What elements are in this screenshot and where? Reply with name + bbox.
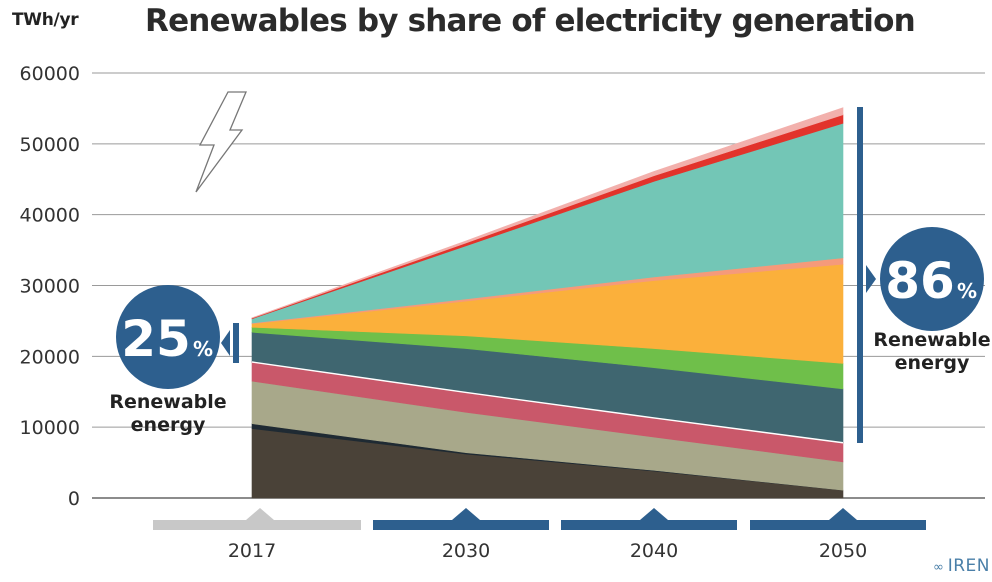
area-other_top	[251, 107, 844, 319]
callout-2050-circle	[880, 227, 984, 331]
x-tick-label: 2017	[228, 540, 276, 562]
year-marker-2040	[640, 508, 668, 520]
y-tick-label: 20000	[20, 346, 80, 368]
callout-2017-percent-sign: %	[193, 337, 213, 361]
y-tick-label: 0	[68, 488, 80, 510]
y-axis-unit-label: TWh/yr	[12, 10, 79, 30]
x-tick-label: 2040	[630, 540, 678, 562]
y-tick-label: 30000	[20, 276, 80, 298]
callout-2017-bracket	[233, 323, 239, 363]
callout-2050-label-line2: energy	[895, 352, 970, 374]
callout-2017: 25 % Renewable energy	[109, 285, 239, 436]
year-bar-2030	[373, 520, 549, 530]
y-axis-ticks: 0 10000 20000 30000 40000 50000 60000	[20, 63, 80, 510]
callout-2050-percent: 86	[885, 252, 955, 310]
year-bar-2050	[750, 520, 926, 530]
irena-logo: ∞ IREN	[933, 556, 990, 576]
callout-2017-percent: 25	[121, 310, 191, 368]
callout-2050-bracket	[857, 107, 863, 443]
callout-2017-label-line1: Renewable	[109, 391, 226, 413]
callout-2050: 86 % Renewable energy	[857, 107, 991, 443]
stacked-areas	[251, 107, 844, 499]
year-bar-2017	[153, 520, 361, 530]
callout-2017-pointer	[221, 330, 230, 356]
year-bar-2040	[561, 520, 737, 530]
callout-2017-circle	[116, 285, 220, 389]
irena-logo-mark-icon: ∞	[932, 560, 944, 575]
x-tick-label: 2030	[442, 540, 490, 562]
x-tick-label: 2050	[819, 540, 867, 562]
year-marker-2050	[829, 508, 857, 520]
year-bars	[153, 508, 926, 530]
separator-nuclear	[251, 361, 844, 444]
lightning-bolt-icon	[195, 91, 247, 193]
irena-logo-text: IREN	[947, 556, 990, 576]
y-tick-label: 40000	[20, 205, 80, 227]
y-tick-label: 60000	[20, 63, 80, 85]
callout-2017-label-line2: energy	[131, 414, 206, 436]
year-marker-2030	[452, 508, 480, 520]
chart-title: Renewables by share of electricity gener…	[145, 3, 916, 39]
callout-2050-pointer	[866, 265, 876, 293]
y-tick-label: 50000	[20, 134, 80, 156]
y-tick-label: 10000	[20, 417, 80, 439]
x-axis-ticks: 2017 2030 2040 2050	[228, 540, 867, 562]
callout-2050-percent-sign: %	[957, 279, 977, 303]
year-marker-2017	[246, 508, 274, 520]
callout-2050-label-line1: Renewable	[873, 329, 990, 351]
